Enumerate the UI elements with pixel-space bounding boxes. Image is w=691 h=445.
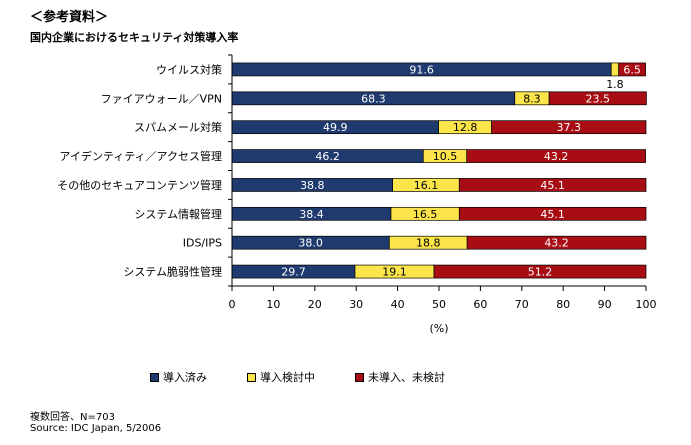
bar-segment	[618, 62, 646, 77]
x-tick-label: 100	[636, 298, 657, 311]
data-label: 19.1	[382, 266, 407, 279]
data-label: 23.5	[586, 92, 611, 105]
x-tick-label: 20	[308, 298, 322, 311]
data-label: 16.1	[414, 179, 439, 192]
report-header: ＜参考資料＞	[30, 10, 109, 25]
data-label: 43.2	[544, 150, 569, 163]
legend-swatch-considering	[247, 372, 256, 382]
bar-segment	[466, 235, 647, 250]
bar-segment	[433, 264, 647, 279]
data-label: 38.0	[298, 237, 323, 250]
x-tick-label: 90	[598, 298, 612, 311]
data-label: 91.6	[409, 63, 434, 76]
x-axis-label: (%)	[429, 322, 448, 335]
data-label: 43.2	[544, 237, 569, 250]
legend-item-installed: 導入済み	[150, 369, 207, 385]
data-label: 51.2	[528, 266, 553, 279]
x-tick-label: 50	[432, 298, 446, 311]
legend-swatch-installed	[150, 372, 159, 382]
data-label: 29.7	[281, 266, 306, 279]
legend-item-considering: 導入検討中	[247, 369, 315, 385]
source-note: Source: IDC Japan, 5/2006	[30, 423, 162, 434]
bar-segment	[458, 178, 647, 192]
category-label: システム情報管理	[134, 207, 222, 221]
data-label: 12.8	[453, 121, 478, 134]
stacked-bar-chart: ウイルス対策 91.6 1.8 6.5 ファイアウォール／VPN 68.3 8.3 23.5 ス…	[57, 54, 657, 335]
x-tick-label: 0	[229, 298, 236, 311]
x-tick-label: 80	[556, 298, 570, 311]
x-tick-label: 70	[515, 298, 529, 311]
data-label: 37.3	[557, 121, 582, 134]
category-label: スパムメール対策	[134, 120, 222, 134]
data-label: 45.1	[540, 208, 565, 221]
data-label: 16.5	[413, 208, 438, 221]
bar-segment	[458, 206, 647, 221]
category-label: システム脆弱性管理	[123, 265, 222, 279]
legend-item-not-installed: 未導入、未検討	[355, 369, 445, 385]
data-label: 45.1	[540, 179, 565, 192]
x-tick-label: 40	[391, 298, 405, 311]
data-label: 68.3	[361, 92, 386, 105]
bar-segment	[610, 62, 620, 77]
data-label: 1.8	[606, 78, 624, 91]
data-label: 18.8	[416, 237, 441, 250]
category-label: ファイアウォール／VPN	[101, 92, 222, 105]
chart-title: 国内企業におけるセキュリティ対策導入率	[30, 31, 239, 44]
bar-segment	[491, 120, 647, 135]
legend-swatch-not-installed	[355, 372, 364, 382]
bar-segment	[548, 91, 647, 106]
data-label: 38.8	[300, 179, 325, 192]
x-tick-label: 10	[266, 298, 280, 311]
x-tick-label: 60	[473, 298, 487, 311]
data-label: 46.2	[315, 150, 340, 163]
legend-label-not-installed: 未導入、未検討	[368, 371, 445, 384]
data-label: 49.9	[323, 121, 348, 134]
legend-label-installed: 導入済み	[163, 371, 207, 384]
data-label: 38.4	[299, 208, 324, 221]
category-label: アイデンティティ／アクセス管理	[59, 149, 222, 163]
data-label: 10.5	[433, 150, 458, 163]
category-label: ウイルス対策	[156, 62, 222, 76]
x-tick-label: 30	[349, 298, 363, 311]
category-label: IDS/IPS	[183, 237, 222, 250]
bar-segment	[466, 149, 646, 163]
chart-legend: 導入済み 導入検討中 未導入、未検討	[150, 369, 445, 385]
footnote: 複数回答、N=703	[30, 412, 115, 423]
data-label: 6.5	[623, 63, 641, 76]
legend-label-considering: 導入検討中	[260, 371, 315, 384]
category-label: その他のセキュアコンテンツ管理	[57, 178, 222, 192]
data-label: 8.3	[523, 92, 541, 105]
